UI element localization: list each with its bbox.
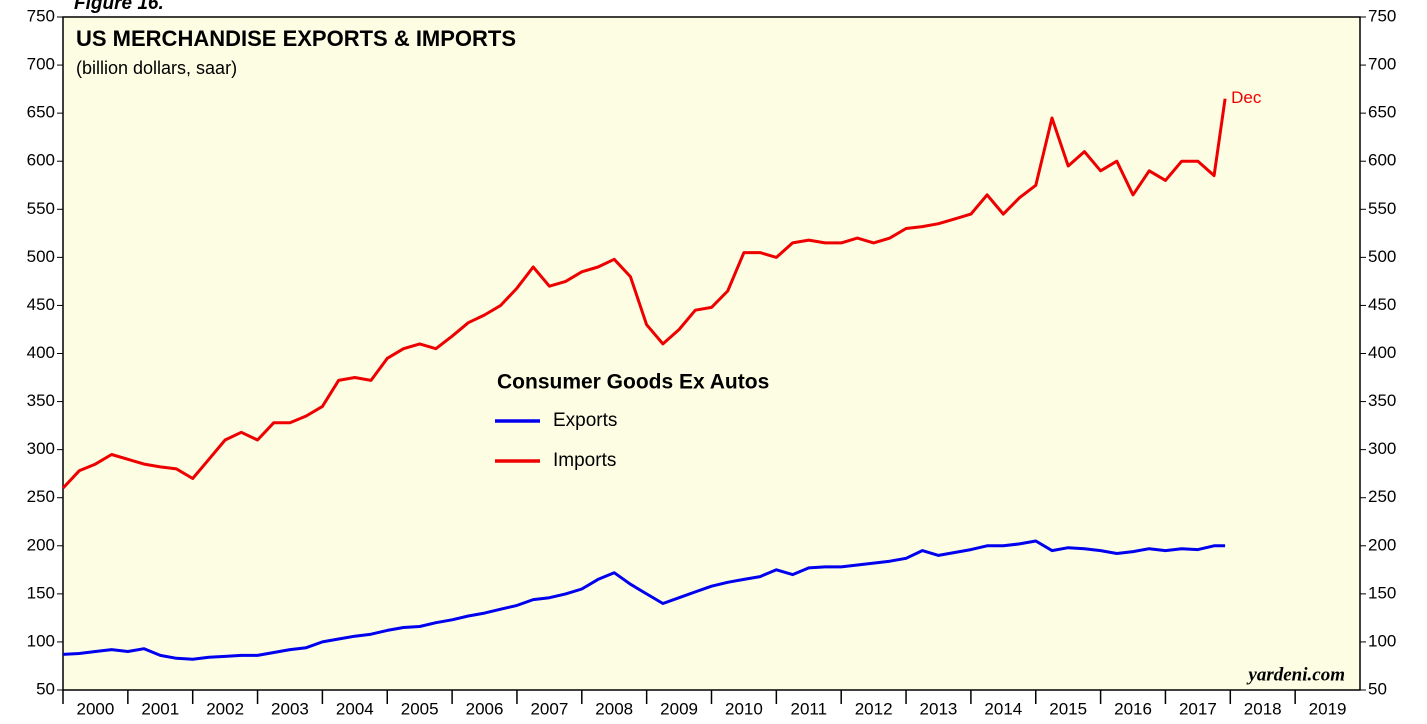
x-tick-label: 2002 [206, 699, 244, 718]
y-tick-label: 650 [27, 103, 55, 122]
x-tick-label: 2007 [530, 699, 568, 718]
y2-tick-label: 600 [1368, 151, 1396, 170]
y2-tick-label: 350 [1368, 391, 1396, 410]
plot-area [62, 16, 1361, 691]
series-line [61, 98, 1227, 490]
y-tick-label: 150 [27, 583, 55, 602]
x-tick-label: 2017 [1179, 699, 1217, 718]
y2-tick-label: 650 [1368, 103, 1396, 122]
x-tick-label: 2014 [984, 699, 1022, 718]
x-tick-label: 2016 [1114, 699, 1152, 718]
y-tick-label: 500 [27, 247, 55, 266]
x-tick-label: 2018 [1244, 699, 1282, 718]
series-line [62, 539, 1226, 661]
y-tick-label: 600 [27, 151, 55, 170]
x-tick-label: 2005 [401, 699, 439, 718]
y2-tick-label: 150 [1368, 583, 1396, 602]
source: yardeni.com [1246, 664, 1345, 685]
y-tick-label: 100 [27, 631, 55, 650]
x-tick-label: 2004 [336, 699, 374, 718]
y2-tick-label: 750 [1368, 6, 1396, 25]
y2-tick-label: 50 [1368, 679, 1387, 698]
y-tick-label: 400 [27, 343, 55, 362]
x-tick-label: 2011 [790, 699, 827, 718]
x-tick-label: 2019 [1309, 699, 1347, 718]
legend-title: Consumer Goods Ex Autos [497, 371, 769, 394]
x-tick-label: 2010 [725, 699, 763, 718]
x-tick-label: 2000 [77, 699, 115, 718]
legend-label: Exports [553, 410, 617, 431]
y2-tick-label: 400 [1368, 343, 1396, 362]
y-tick-label: 750 [27, 6, 55, 25]
figure-label: Figure 16. [74, 0, 164, 14]
x-tick-label: 2003 [271, 699, 309, 718]
y-tick-label: 700 [27, 55, 55, 74]
x-tick-label: 2001 [141, 699, 179, 718]
y-tick-label: 50 [36, 679, 55, 698]
x-tick-label: 2008 [595, 699, 633, 718]
x-tick-label: 2013 [920, 699, 958, 718]
y-tick-label: 300 [27, 439, 55, 458]
x-tick-label: 2009 [660, 699, 698, 718]
y2-tick-label: 450 [1368, 295, 1396, 314]
annotation: Dec [1231, 88, 1262, 107]
y-tick-label: 200 [27, 535, 55, 554]
y2-tick-label: 250 [1368, 487, 1396, 506]
x-tick-label: 2012 [855, 699, 893, 718]
legend-label: Imports [553, 450, 616, 471]
y2-tick-label: 500 [1368, 247, 1396, 266]
y-tick-label: 550 [27, 199, 55, 218]
y-tick-label: 250 [27, 487, 55, 506]
y2-tick-label: 100 [1368, 631, 1396, 650]
chart-title: US MERCHANDISE EXPORTS & IMPORTS [76, 26, 516, 51]
y-tick-label: 450 [27, 295, 55, 314]
y-tick-label: 350 [27, 391, 55, 410]
y2-tick-label: 550 [1368, 199, 1396, 218]
chart-subtitle: (billion dollars, saar) [76, 58, 237, 78]
y2-tick-label: 700 [1368, 55, 1396, 74]
y2-tick-label: 300 [1368, 439, 1396, 458]
x-tick-label: 2006 [466, 699, 504, 718]
y2-tick-label: 200 [1368, 535, 1396, 554]
x-tick-label: 2015 [1049, 699, 1087, 718]
